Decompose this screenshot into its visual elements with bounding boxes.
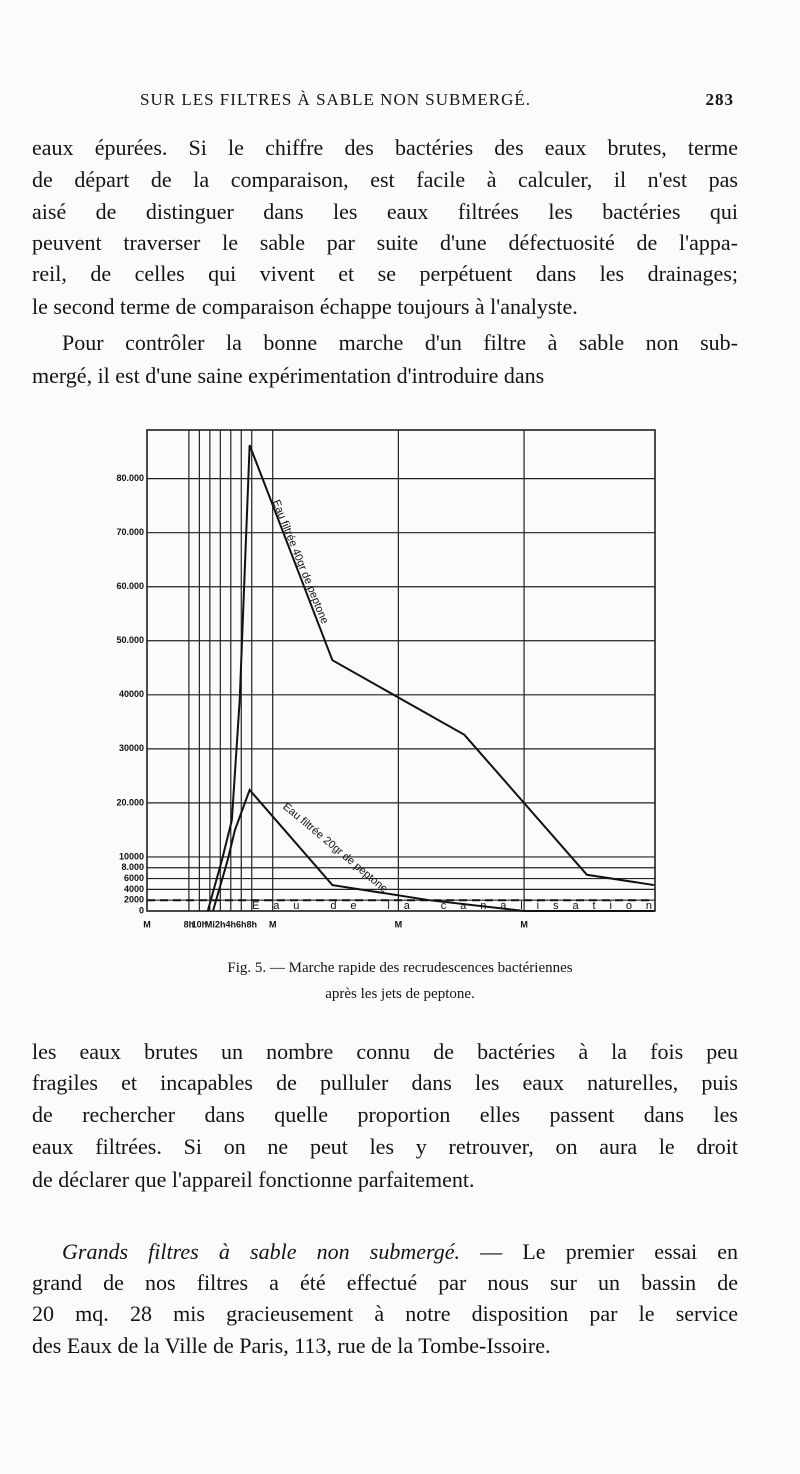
x-tick-label: M bbox=[395, 919, 403, 929]
text-line: Grands filtres à sable non submergé. — L… bbox=[62, 1238, 738, 1266]
x-tick-label: 6h bbox=[236, 919, 247, 929]
text-line: le second terme de comparaison échappe t… bbox=[32, 294, 578, 319]
text-line: mergé, il est d'une saine expérimentatio… bbox=[32, 363, 545, 388]
x-tick-label: M bbox=[269, 919, 277, 929]
data-line bbox=[206, 444, 655, 912]
y-tick-label: 70.000 bbox=[116, 527, 144, 537]
data-line bbox=[212, 788, 654, 912]
text-line: Pour contrôler la bonne marche d'un filt… bbox=[62, 330, 738, 355]
text-line: eaux filtrées. Si on ne peut les y retro… bbox=[32, 1134, 738, 1159]
text-span: — Le premier essai en bbox=[480, 1239, 739, 1264]
text-line: de départ de la comparaison, est facile … bbox=[32, 167, 738, 192]
text-line: reil, de celles qui vivent et se perpétu… bbox=[32, 261, 738, 286]
text-line: de rechercher dans quelle proportion ell… bbox=[32, 1102, 738, 1127]
plot-frame bbox=[146, 429, 656, 912]
text-line: fragiles et incapables de pulluler dans … bbox=[32, 1070, 738, 1095]
y-tick-label: 30000 bbox=[119, 743, 144, 753]
section-heading: Grands filtres à sable non submergé. bbox=[62, 1239, 461, 1264]
text-line: les eaux brutes un nombre connu de bacté… bbox=[32, 1039, 738, 1064]
y-tick-label: 2000 bbox=[124, 895, 144, 905]
series-label: Eau de la canalisation bbox=[252, 900, 652, 912]
y-tick-label: 60.000 bbox=[116, 581, 144, 591]
series-label: Eau filtrée 40gr de peptone bbox=[270, 498, 331, 626]
x-tick-label: M bbox=[143, 919, 151, 929]
figure-caption: Fig. 5. — Marche rapide des recrudescenc… bbox=[227, 960, 573, 976]
x-tick-label: Mi bbox=[205, 919, 215, 929]
figure-caption: après les jets de peptone. bbox=[325, 986, 475, 1002]
x-tick-label: M bbox=[520, 919, 528, 929]
text-line: des Eaux de la Ville de Paris, 113, rue … bbox=[32, 1333, 551, 1358]
x-tick-label: 8h bbox=[184, 919, 195, 929]
y-tick-label: 40000 bbox=[119, 689, 144, 699]
text-line: 20 mq. 28 mis gracieusement à notre disp… bbox=[32, 1301, 738, 1326]
x-tick-label: 8h bbox=[246, 919, 257, 929]
x-tick-label: 10h bbox=[192, 919, 208, 929]
y-tick-label: 0 bbox=[139, 905, 144, 915]
y-tick-label: 4000 bbox=[124, 884, 144, 894]
text-line: peuvent traverser le sable par suite d'u… bbox=[32, 230, 738, 255]
page-number: 283 bbox=[705, 90, 734, 109]
y-tick-label: 20.000 bbox=[116, 797, 144, 807]
x-tick-label: 2h bbox=[215, 919, 226, 929]
y-tick-label: 80.000 bbox=[116, 473, 144, 483]
x-tick-label: 4h bbox=[226, 919, 237, 929]
y-tick-label: 10000 bbox=[119, 851, 144, 861]
text-line: de déclarer que l'appareil fonctionne pa… bbox=[32, 1167, 475, 1192]
y-tick-label: 6000 bbox=[124, 873, 144, 883]
text-line: aisé de distinguer dans les eaux filtrée… bbox=[32, 199, 738, 224]
running-title: SUR LES FILTRES À SABLE NON SUBMERGÉ. bbox=[140, 90, 532, 109]
series-label: Eau filtrée 20gr de peptone bbox=[280, 801, 389, 896]
text-line: grand de nos filtres a été effectué par … bbox=[32, 1270, 738, 1295]
text-line: eaux épurées. Si le chiffre des bactérie… bbox=[32, 135, 738, 160]
y-tick-label: 50.000 bbox=[116, 635, 144, 645]
y-tick-label: 8.000 bbox=[121, 862, 144, 872]
